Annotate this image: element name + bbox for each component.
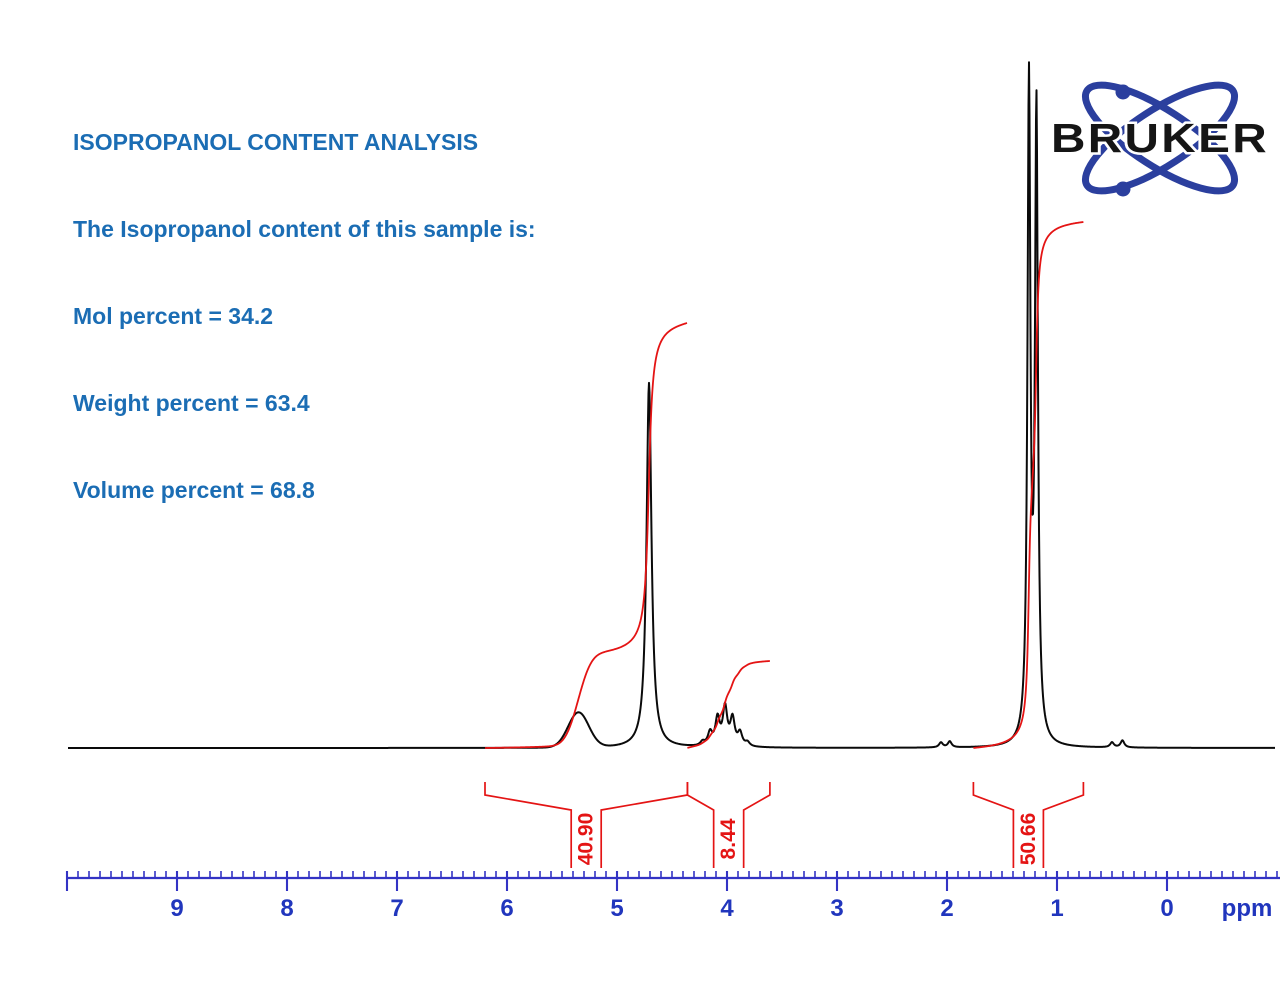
axis-tick-label: 0 (1160, 895, 1173, 922)
spectrum-trace (67, 61, 1276, 749)
integral-bracket (972, 782, 1085, 868)
spectrum-trace-layer (67, 61, 1276, 749)
axis-tick-label: 3 (830, 895, 843, 922)
orbit-ellipse-down (1081, 81, 1239, 195)
integral-curves-layer (484, 221, 1084, 749)
axis-tick-label: 7 (390, 895, 403, 922)
integral-brackets-layer: 40.90 8.44 50.66 (484, 782, 1085, 868)
axis-tick-label: 2 (940, 895, 953, 922)
analysis-title: ISOPROPANOL CONTENT ANALYSIS (73, 129, 479, 155)
axis-tick-label: 9 (170, 895, 183, 922)
integral-value-label: 40.90 (575, 813, 598, 866)
axis-tick-label: 8 (280, 895, 293, 922)
orbit-dot-bottom (1115, 181, 1131, 197)
integral-bracket (686, 782, 771, 868)
integral-curve (973, 221, 1084, 749)
axis-tick-label: 6 (500, 895, 513, 922)
axis-tick-label: 1 (1050, 895, 1063, 922)
weight-percent-line: Weight percent = 63.4 (73, 390, 310, 416)
integral-curve (687, 660, 771, 749)
axis-unit-label: ppm (1222, 895, 1273, 922)
analysis-subtitle: The Isopropanol content of this sample i… (73, 216, 536, 242)
atom-orbits-icon (1081, 81, 1239, 195)
bruker-logo: BRUKER (1049, 81, 1270, 197)
mol-percent-line: Mol percent = 34.2 (73, 303, 274, 329)
analysis-summary: ISOPROPANOL CONTENT ANALYSIS The Isoprop… (73, 70, 536, 563)
ppm-axis: 9 8 7 6 5 4 3 2 1 0 (65, 871, 1280, 922)
volume-percent-line: Volume percent = 68.8 (73, 477, 315, 503)
integral-curve (484, 322, 688, 749)
axis-tick-label: 4 (720, 895, 734, 922)
brand-text: BRUKER (1051, 115, 1269, 161)
axis-ticks (65, 871, 1278, 891)
integral-value-label: 50.66 (1017, 813, 1040, 866)
integral-value-label: 8.44 (717, 818, 740, 859)
orbit-ellipse-up (1081, 81, 1239, 195)
orbit-dot-top (1115, 84, 1131, 100)
axis-tick-label: 5 (610, 895, 623, 922)
